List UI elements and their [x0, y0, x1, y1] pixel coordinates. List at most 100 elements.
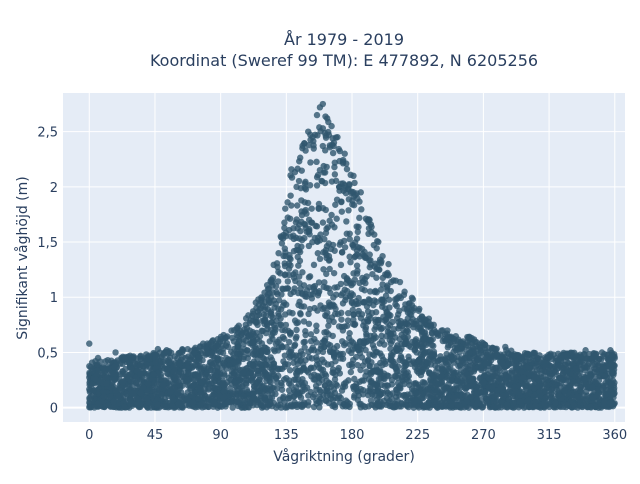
scatter-point	[591, 373, 599, 380]
scatter-point	[103, 380, 110, 387]
scatter-point	[245, 333, 253, 340]
scatter-point	[272, 300, 279, 308]
scatter-point	[343, 218, 350, 225]
scatter-point	[404, 320, 411, 328]
scatter-point	[256, 333, 264, 340]
scatter-point	[353, 270, 361, 277]
scatter-point	[292, 277, 299, 285]
scatter-point	[186, 375, 194, 383]
scatter-point	[395, 391, 403, 399]
x-tick-label: 90	[212, 428, 229, 443]
scatter-point	[343, 230, 350, 237]
scatter-point	[319, 100, 327, 108]
scatter-point	[465, 404, 473, 411]
x-tick-label: 135	[274, 428, 299, 443]
scatter-point	[234, 329, 242, 336]
scatter-point	[353, 251, 361, 258]
scatter-point	[361, 318, 368, 325]
scatter-point	[455, 362, 462, 370]
scatter-point	[375, 238, 382, 246]
scatter-point	[104, 365, 112, 373]
scatter-point	[230, 359, 238, 366]
scatter-point	[425, 369, 433, 376]
scatter-point	[372, 323, 380, 330]
y-tick-label: 0	[50, 402, 58, 417]
scatter-point	[272, 375, 280, 382]
scatter-point	[257, 305, 265, 312]
scatter-point	[330, 386, 338, 393]
scatter-point	[319, 348, 327, 356]
scatter-point	[385, 272, 392, 279]
scatter-point	[352, 298, 360, 305]
scatter-point	[387, 331, 395, 338]
scatter-point	[298, 167, 305, 174]
scatter-point	[475, 341, 483, 348]
scatter-point	[316, 360, 323, 367]
scatter-point	[318, 342, 325, 350]
scatter-point	[377, 359, 384, 367]
scatter-point	[137, 389, 144, 397]
scatter-point	[331, 247, 338, 254]
scatter-point	[127, 370, 135, 378]
scatter-point	[233, 398, 241, 405]
scatter-point	[478, 366, 485, 374]
scatter-point	[313, 322, 320, 329]
scatter-point	[247, 317, 254, 324]
data-points	[86, 100, 618, 411]
scatter-point	[330, 318, 337, 326]
scatter-point	[160, 381, 167, 389]
scatter-point	[364, 357, 372, 365]
scatter-point	[467, 377, 475, 384]
scatter-point	[318, 177, 325, 185]
scatter-point	[154, 345, 162, 353]
scatter-point	[454, 375, 461, 383]
scatter-point	[423, 358, 431, 365]
scatter-point	[313, 111, 321, 119]
scatter-point	[163, 347, 170, 354]
scatter-point	[372, 287, 379, 295]
scatter-point	[353, 383, 360, 391]
scatter-point	[296, 158, 303, 165]
scatter-point	[154, 401, 161, 408]
scatter-point	[328, 302, 335, 309]
scatter-point	[574, 393, 582, 401]
scatter-point	[302, 186, 310, 193]
scatter-point	[310, 283, 317, 291]
scatter-point	[438, 373, 446, 380]
scatter-point	[234, 365, 241, 372]
scatter-point	[242, 379, 250, 387]
scatter-point	[341, 244, 349, 251]
scatter-point	[326, 144, 334, 151]
scatter-point	[379, 281, 386, 288]
scatter-point	[197, 385, 204, 392]
scatter-point	[168, 402, 176, 409]
scatter-point	[591, 368, 598, 376]
scatter-point	[334, 310, 342, 318]
scatter-point	[583, 355, 591, 362]
scatter-point	[606, 399, 614, 407]
scatter-point	[350, 356, 357, 364]
scatter-point	[357, 189, 364, 196]
scatter-point	[341, 181, 349, 189]
x-tick-label: 0	[85, 428, 93, 443]
scatter-point	[281, 327, 289, 334]
scatter-point	[188, 391, 195, 399]
y-axis-ticks: 00,511,522,5	[37, 126, 58, 417]
scatter-point	[306, 227, 313, 235]
scatter-point	[338, 249, 346, 256]
scatter-point	[351, 179, 358, 187]
scatter-point	[462, 360, 470, 367]
scatter-point	[204, 349, 211, 357]
scatter-point	[316, 386, 323, 394]
scatter-point	[300, 318, 308, 325]
scatter-point	[448, 377, 456, 384]
scatter-point	[583, 388, 590, 396]
scatter-point	[200, 363, 208, 371]
scatter-point	[320, 162, 327, 170]
scatter-point	[329, 402, 336, 410]
scatter-point	[421, 334, 428, 341]
scatter-point	[340, 187, 347, 194]
scatter-point	[267, 387, 274, 394]
scatter-point	[341, 150, 348, 157]
scatter-point	[294, 253, 301, 261]
